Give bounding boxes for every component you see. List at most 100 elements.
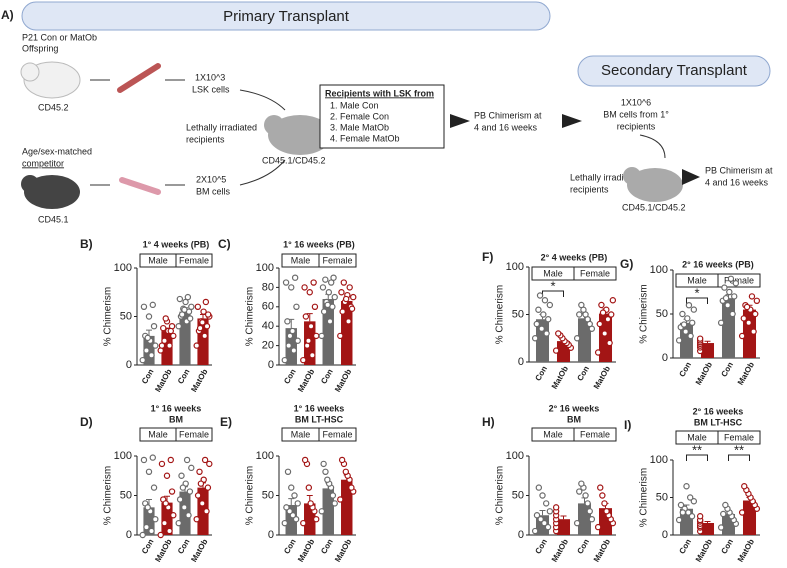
mouse: [21, 175, 39, 193]
y-tick-label: 0: [518, 356, 524, 368]
data-point: [194, 303, 202, 310]
y-tick-label: 50: [512, 308, 524, 320]
bar: [322, 488, 334, 535]
x-tick-label: MatOb: [694, 537, 714, 563]
label: competitor: [22, 158, 64, 168]
data-point: [318, 332, 325, 340]
data-point: [178, 472, 185, 479]
label: CD45.1/CD45.2: [262, 155, 326, 165]
label: CD45.1/CD45.2: [622, 202, 686, 212]
data-point: [144, 334, 151, 342]
data-point: [543, 330, 550, 337]
x-tick-label: MatOb: [189, 537, 209, 563]
data-point: [608, 311, 615, 318]
data-point: [203, 508, 210, 515]
data-point: [183, 456, 191, 464]
data-point: [143, 347, 150, 354]
label: Lethally irradiated: [186, 122, 257, 132]
data-point: [753, 297, 761, 304]
data-point: [350, 293, 357, 301]
x-tick-label: MatOb: [694, 360, 714, 386]
data-point: [546, 508, 554, 515]
arrow: [639, 134, 666, 159]
banner: [577, 55, 771, 87]
y-axis-label: % Chimerism: [245, 287, 256, 346]
bar: [197, 318, 209, 365]
chart-subtitle: BM LT-HSC: [295, 414, 344, 424]
data-point: [140, 303, 148, 310]
data-point: [186, 488, 194, 495]
facet-label: Male: [543, 429, 563, 439]
data-point: [721, 284, 728, 291]
data-point: [148, 527, 155, 535]
data-point: [689, 319, 696, 326]
y-tick-label: 100: [114, 450, 132, 462]
bar: [304, 503, 316, 535]
data-point: [337, 332, 344, 340]
panel-label: I): [624, 418, 631, 432]
mouse: [20, 62, 40, 82]
data-point: [286, 332, 294, 340]
data-point: [311, 303, 319, 310]
data-point: [320, 308, 328, 315]
data-point: [679, 509, 687, 516]
data-point: [599, 309, 607, 316]
data-point: [540, 311, 547, 318]
label: 1X10^6: [621, 97, 651, 107]
facet-label: Female: [322, 429, 352, 439]
y-axis-label: % Chimerism: [103, 466, 114, 525]
data-point: [178, 311, 186, 318]
facet-box: [175, 253, 213, 268]
x-tick-label: Con: [719, 360, 735, 378]
data-point: [285, 342, 292, 349]
chart-title: 2° 16 weeks: [549, 403, 600, 413]
x-tick-label: MatOb: [550, 537, 570, 563]
data-point: [149, 454, 156, 461]
data-point: [541, 519, 548, 527]
data-point: [340, 279, 348, 286]
data-point: [293, 303, 300, 310]
data-point: [685, 302, 693, 309]
data-point: [688, 513, 696, 520]
data-point: [300, 356, 307, 364]
facet-label: Female: [179, 429, 209, 439]
data-point: [533, 320, 540, 328]
facet-box: [717, 430, 761, 445]
x-tick-label: Con: [677, 537, 693, 555]
data-point: [292, 516, 300, 523]
data-point: [542, 500, 550, 507]
y-tick-label: 100: [256, 450, 274, 462]
y-tick-label: 100: [650, 264, 668, 276]
data-point: [288, 284, 295, 291]
data-point: [337, 496, 344, 503]
x-tick-label: MatOb: [736, 537, 756, 563]
mouse: [623, 167, 641, 185]
data-point: [202, 298, 210, 306]
data-point: [537, 516, 544, 523]
y-tick-label: 100: [114, 262, 132, 274]
y-tick-label: 0: [268, 359, 274, 371]
y-tick-label: 20: [262, 340, 274, 352]
chart-title: 1° 16 weeks (PB): [283, 239, 355, 249]
data-point: [594, 349, 602, 356]
x-tick-label: Con: [176, 537, 192, 555]
x-tick-label: Con: [282, 367, 298, 385]
bar: [161, 331, 173, 365]
data-point: [538, 325, 545, 332]
significance-bracket: [728, 454, 750, 461]
x-tick-label: MatOb: [592, 537, 612, 563]
mouse: [264, 115, 284, 135]
data-point: [342, 468, 350, 475]
data-point: [176, 496, 184, 503]
label: PB Chimerism at: [705, 165, 773, 175]
data-point: [307, 500, 314, 507]
data-point: [300, 519, 307, 527]
data-point: [578, 301, 585, 309]
bone: [119, 177, 161, 195]
data-point: [687, 332, 694, 340]
data-point: [284, 468, 292, 475]
facet-label: Male: [148, 255, 168, 265]
data-point: [170, 512, 177, 519]
bar: [285, 504, 297, 535]
y-tick-label: 60: [262, 301, 274, 313]
